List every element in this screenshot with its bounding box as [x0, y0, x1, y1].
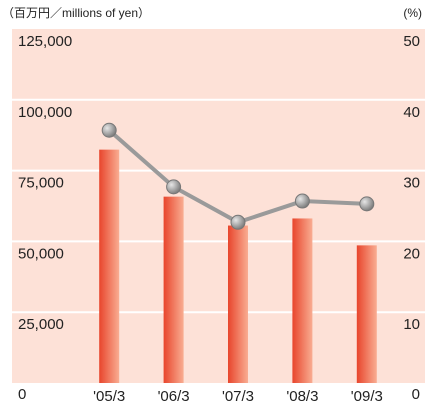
line-point: [101, 122, 117, 138]
x-tick-label: '09/3: [351, 388, 383, 405]
y-tick-label: 125,000: [18, 33, 72, 50]
y-tick-label: 100,000: [18, 104, 72, 121]
y-tick-label: 25,000: [18, 316, 64, 333]
x-tick-label: '07/3: [222, 388, 254, 405]
plot-background: [12, 29, 425, 383]
x-tick-label: '08/3: [286, 388, 318, 405]
x-tick-label: '06/3: [158, 388, 190, 405]
bar: [356, 245, 377, 383]
bar: [163, 196, 184, 383]
line-point: [230, 214, 246, 230]
line-point: [166, 179, 182, 195]
y2-tick-label: 30: [403, 175, 420, 192]
line-point: [294, 193, 310, 209]
y2-tick-label: 0: [412, 386, 420, 403]
y-axis-label: （百万円／millions of yen）: [2, 6, 150, 20]
line-point: [359, 196, 375, 212]
bar: [292, 218, 313, 383]
bar: [228, 225, 248, 383]
y2-tick-label: 40: [403, 104, 420, 121]
y-tick-label: 0: [18, 386, 26, 403]
y2-axis-label: (%): [403, 6, 422, 20]
y2-tick-label: 20: [403, 245, 420, 262]
y2-tick-label: 10: [403, 316, 420, 333]
y-tick-label: 50,000: [18, 245, 64, 262]
y2-tick-label: 50: [403, 33, 420, 50]
x-tick-label: '05/3: [93, 388, 125, 405]
bar: [99, 149, 120, 383]
y-tick-label: 75,000: [18, 175, 64, 192]
